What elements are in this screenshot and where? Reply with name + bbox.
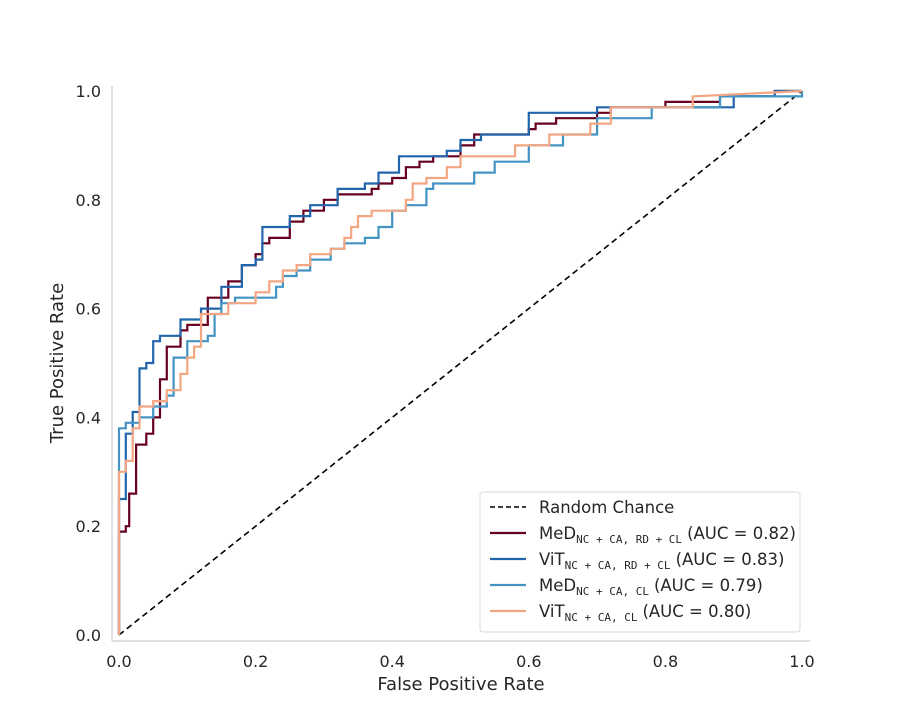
x-tick-label: 0.8 [653,652,678,671]
roc-curve-4 [117,89,803,635]
y-tick-label: 0.0 [76,626,101,645]
roc-curve-2 [117,89,802,635]
legend-label: MeDNC + CA, CL (AUC = 0.79) [539,576,763,598]
x-tick-label: 0.2 [243,652,268,671]
x-tick-label: 1.0 [789,652,814,671]
x-tick-label: 0.0 [106,652,131,671]
y-tick-label: 0.4 [76,408,101,427]
legend-label: MeDNC + CA, RD + CL (AUC = 0.82) [539,524,796,546]
roc-curve-1 [117,89,802,635]
legend: Random Chance MeDNC + CA, RD + CL (AUC = 0… [479,491,801,633]
y-axis-label: True Positive Rate [47,283,68,444]
x-axis-label: False Positive Rate [377,674,544,695]
y-tick-label: 0.2 [76,517,101,536]
legend-label: ViTNC + CA, RD + CL (AUC = 0.83) [539,550,784,572]
random-chance-line [118,90,803,636]
y-tick-label: 1.0 [76,82,101,101]
legend-label: ViTNC + CA, CL (AUC = 0.80) [539,602,751,624]
legend-label-random: Random Chance [539,498,674,517]
y-tick-label: 0.6 [76,300,101,319]
x-tick-label: 0.4 [379,652,404,671]
x-tick-label: 0.6 [516,652,541,671]
y-tick-label: 0.8 [76,191,101,210]
